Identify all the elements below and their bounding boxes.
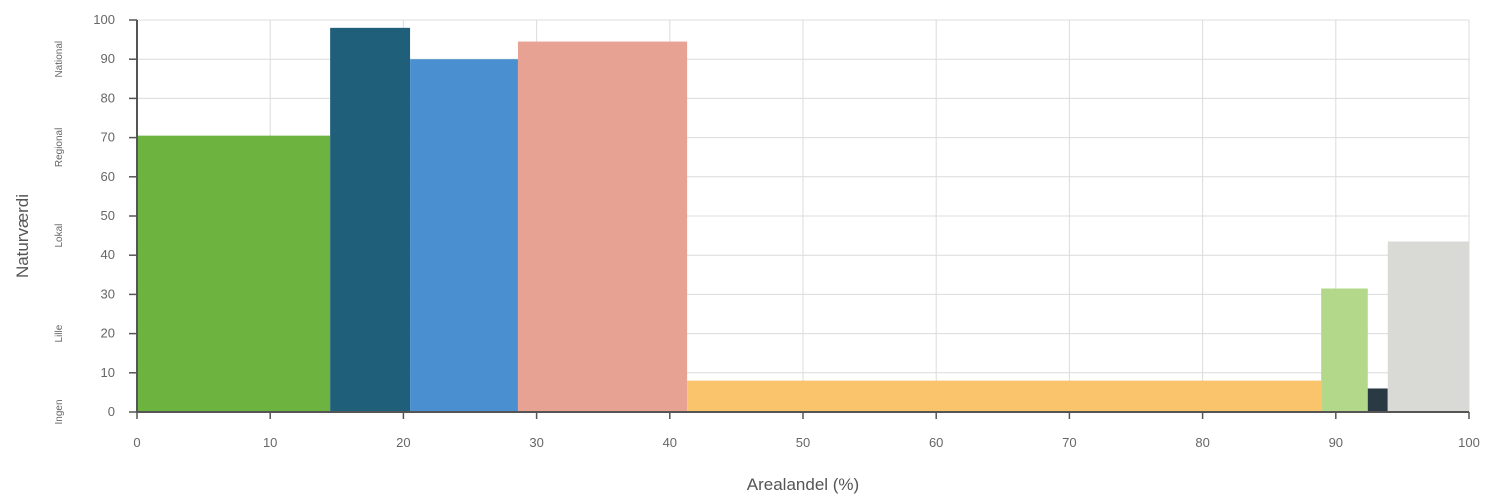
bars xyxy=(137,27,1469,413)
y-tick-label: 0 xyxy=(108,404,115,419)
y-tick-label: 10 xyxy=(101,365,115,380)
x-axis-title: Arealandel (%) xyxy=(747,475,859,494)
bar xyxy=(137,135,331,412)
x-tick-label: 10 xyxy=(263,435,277,450)
bar xyxy=(687,380,1322,412)
x-tick-label: 90 xyxy=(1329,435,1343,450)
y-tick-label: 90 xyxy=(101,51,115,66)
x-tick-label: 30 xyxy=(529,435,543,450)
value-band-label: Lille xyxy=(54,324,65,342)
y-tick-label: 20 xyxy=(101,326,115,341)
x-tick-label: 80 xyxy=(1195,435,1209,450)
value-band-label: Ingen xyxy=(54,399,65,424)
x-tick-label: 70 xyxy=(1062,435,1076,450)
x-tick-label: 100 xyxy=(1458,435,1480,450)
bar xyxy=(1387,241,1469,412)
bar xyxy=(517,41,688,413)
y-tick-label: 80 xyxy=(101,90,115,105)
value-band-labels: Ingen Lille Lokal Regional National xyxy=(54,41,65,425)
bar xyxy=(1321,288,1368,412)
y-tick-label: 30 xyxy=(101,286,115,301)
bar xyxy=(410,59,518,412)
y-tick-label: 50 xyxy=(101,208,115,223)
value-band-label: Lokal xyxy=(54,224,65,248)
x-tick-label: 20 xyxy=(396,435,410,450)
value-band-label: Regional xyxy=(54,128,65,167)
y-tick-label: 40 xyxy=(101,247,115,262)
y-tick-label: 60 xyxy=(101,169,115,184)
value-band-label: National xyxy=(54,41,65,78)
y-tick-labels: 0 10 20 30 40 50 60 70 80 90 100 xyxy=(93,12,137,419)
y-tick-label: 100 xyxy=(93,12,115,27)
x-tick-label: 60 xyxy=(929,435,943,450)
x-tick-label: 40 xyxy=(663,435,677,450)
y-axis-title: Naturværdi xyxy=(13,194,32,278)
x-tick-labels: 0 10 20 30 40 50 60 70 80 90 100 xyxy=(133,412,1480,450)
y-tick-label: 70 xyxy=(101,130,115,145)
x-tick-label: 50 xyxy=(796,435,810,450)
bar xyxy=(330,27,411,413)
x-tick-label: 0 xyxy=(133,435,140,450)
bar xyxy=(1367,388,1388,412)
